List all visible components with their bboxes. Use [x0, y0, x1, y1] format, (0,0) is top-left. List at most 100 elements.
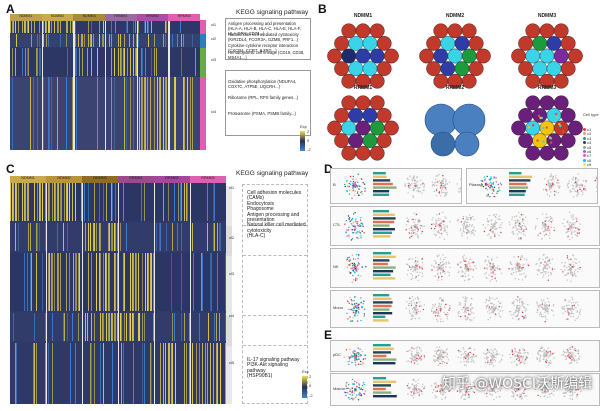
watermark: 知乎 @WOSCI沃斯编辑 [441, 376, 592, 392]
panel-b-legend-item: c9 [583, 153, 591, 171]
a-column-header-4: RRMM1 [105, 14, 137, 21]
panel-b-legend-item: c2 [583, 122, 591, 140]
panel-a-cl2: cl2 [211, 36, 217, 41]
panel-c-pathway-4: Antigen processing and presentation [247, 211, 300, 224]
panel-c-pathway-frame [242, 184, 308, 404]
panel-c-legend-tick-high: 2 [309, 374, 312, 379]
panel-c-letter: C [6, 162, 15, 176]
panel-a-pathway-4: Hematopoietic cell lineage (CD19, CD38, … [228, 50, 305, 60]
panel-a-cluster-bars [200, 20, 208, 150]
panel-c-pathway-5: Natural killer cell mediated cytotoxicit… [247, 222, 306, 234]
panel-a-legend-tick-low: -2 [307, 147, 311, 152]
panel-a-pathway-box-2: Oxidative phosphorylation (NDUFA4, COX7C… [225, 70, 311, 136]
umap-row-nk: NK [330, 248, 600, 288]
panel-b-title-4: RRMM1 [354, 85, 373, 91]
umap-row-mono: Mono [330, 290, 600, 328]
panel-a-legend-tick-mid: 0 [307, 138, 310, 143]
umap-row-plasma: Plasma [466, 168, 598, 204]
panel-b-pack-4 [327, 95, 399, 161]
panel-b-pack-1 [327, 23, 399, 89]
panel-a-legend: Exp 2 0 -2 [300, 124, 318, 156]
panel-b-pack-2 [419, 23, 491, 89]
panel-a-pathway-5: Oxidative phosphorylation (NDUFA4, COX7C… [228, 79, 297, 89]
umap-row-b: B [330, 168, 462, 204]
panel-b-circle-packing: NDMM1 NDMM2 NDMM3 RRMM1 RRMM2 RRMM3 [327, 13, 583, 161]
panel-b-legend-item: c6 [583, 140, 591, 158]
panel-c-kegg-title: KEGG signaling pathway [236, 170, 309, 177]
panel-b-legend-item: c4 [583, 131, 591, 149]
panel-c-legend-tick-mid: 0 [309, 383, 312, 388]
umap-row-label: CTL [333, 222, 341, 227]
panel-c-pathway-block-1: Cell adhesion molecules (CAMs) Endocytos… [247, 190, 307, 240]
umap-row-label: B [333, 182, 336, 187]
a-column-header-1: NDMM1 [10, 14, 42, 21]
panel-b-legend: Cell type c1 c2 c3 c4 c5 c6 c7 c8 c9 [583, 112, 600, 167]
c-column-header-6: RRMM3 [190, 176, 226, 183]
panel-a-pathway-box-1: Antigen processing and presentation (HLA… [225, 18, 311, 60]
panel-b-title-1: NDMM1 [354, 13, 373, 19]
panel-a-legend-tick-high: 2 [307, 129, 310, 134]
panel-a-kegg-title: KEGG signaling pathway [236, 9, 309, 16]
panel-b-title-2: NDMM2 [446, 13, 465, 19]
panel-c-cl5: cl5 [229, 360, 235, 365]
panel-a-letter: A [6, 2, 15, 16]
panel-b-title-6: RRMM3 [538, 85, 557, 91]
umap-row-pdc: pDC [330, 340, 600, 372]
c-column-header-4: RRMM1 [118, 176, 154, 183]
panel-a-pathway-6: Ribosome (RPL, RPS family genes...) [228, 95, 299, 100]
a-column-header-3: NDMM3 [73, 14, 105, 21]
a-column-header-2: NDMM2 [41, 14, 74, 21]
c-column-header-3: NDMM3 [82, 176, 118, 183]
panel-b-legend-item: c8 [583, 149, 591, 167]
panel-b-legend-item: c5 [583, 136, 591, 154]
panel-a-cluster-labels: cl1 cl2 cl3 cl4 [211, 20, 225, 150]
panel-b-title-3: NDMM3 [538, 13, 557, 19]
panel-c-pathway-block-2: IL-17 signaling pathway PI3K-Akt signali… [247, 357, 307, 380]
panel-a-pathway-2: Natural killer cell mediated cytotoxicit… [228, 32, 299, 42]
panel-a-heatmap: NDMM1 NDMM2 NDMM3 RRMM1 RRMM2 RRMM3 [10, 14, 200, 150]
panel-c-cl3: cl3 [229, 271, 235, 276]
panel-b-legend-item: c7 [583, 144, 591, 162]
umap-row-label: Plasma [469, 182, 483, 187]
panel-c-cluster-bars [226, 186, 234, 404]
panel-b-legend-item: c1 [583, 118, 591, 136]
panel-b-letter: B [318, 2, 327, 16]
panel-c-cl4: cl4 [229, 313, 235, 318]
panel-c-cl2: cl2 [229, 235, 235, 240]
panel-a-pathway-3: Cytokine-cytokine receptor interaction (… [228, 43, 299, 53]
panel-b-pack-3 [511, 23, 583, 89]
a-column-header-6: RRMM3 [168, 14, 200, 21]
panel-d-letter: D [324, 162, 333, 176]
panel-c-legend-title: Exp [302, 369, 309, 374]
panel-b-title-5: RRMM2 [446, 85, 465, 91]
panel-a-pathway-1: Antigen processing and presentation (HLA… [228, 21, 302, 36]
umap-row-ctl: CTL [330, 206, 600, 246]
umap-row-label: Macro [333, 385, 345, 391]
panel-c-pathway-7: IL-17 signaling pathway [247, 357, 300, 363]
panel-c-legend: Exp 2 0 -2 [302, 369, 320, 402]
umap-row-label: Mono [333, 305, 344, 310]
umap-row-label: NK [333, 264, 339, 269]
panel-c-legend-tick-low: -2 [309, 393, 313, 398]
panel-b-legend-item: c3 [583, 127, 591, 145]
panel-a-legend-title: Exp [300, 124, 307, 129]
panel-a-pathway-7: Proteasome (PSMA, PSMB family...) [228, 111, 296, 116]
panel-b-pack-6 [511, 95, 583, 161]
c-column-header-2: NDMM2 [46, 176, 82, 183]
panel-c-heatmap: NDMM1 NDMM2 NDMM3 RRMM1 RRMM2 RRMM3 [10, 176, 226, 404]
panel-a-cl1: cl1 [211, 22, 217, 27]
panel-e-grid: pDC Macro [330, 340, 600, 406]
panel-c-pathway-9: (HSP90B1) [247, 373, 273, 380]
panel-d-grid: B Plasma CTL NK Mono [330, 168, 600, 328]
panel-c-cl1: cl1 [229, 185, 235, 190]
panel-b-pack-5 [424, 103, 486, 157]
a-column-header-5: RRMM2 [136, 14, 169, 21]
umap-row-label: pDC [333, 352, 342, 357]
panel-e-letter: E [324, 328, 333, 342]
panel-b-legend-title: Cell type [583, 112, 599, 117]
panel-c-pathway-1: Cell adhesion molecules (CAMs) [247, 190, 302, 202]
panel-c-pathway-2: Endocytosis [247, 200, 274, 207]
panel-c-pathway-3: Phagosome [247, 206, 274, 213]
panel-a-cl3: cl3 [211, 57, 217, 62]
panel-c-pathway-6: (HLA-C) [247, 233, 266, 240]
